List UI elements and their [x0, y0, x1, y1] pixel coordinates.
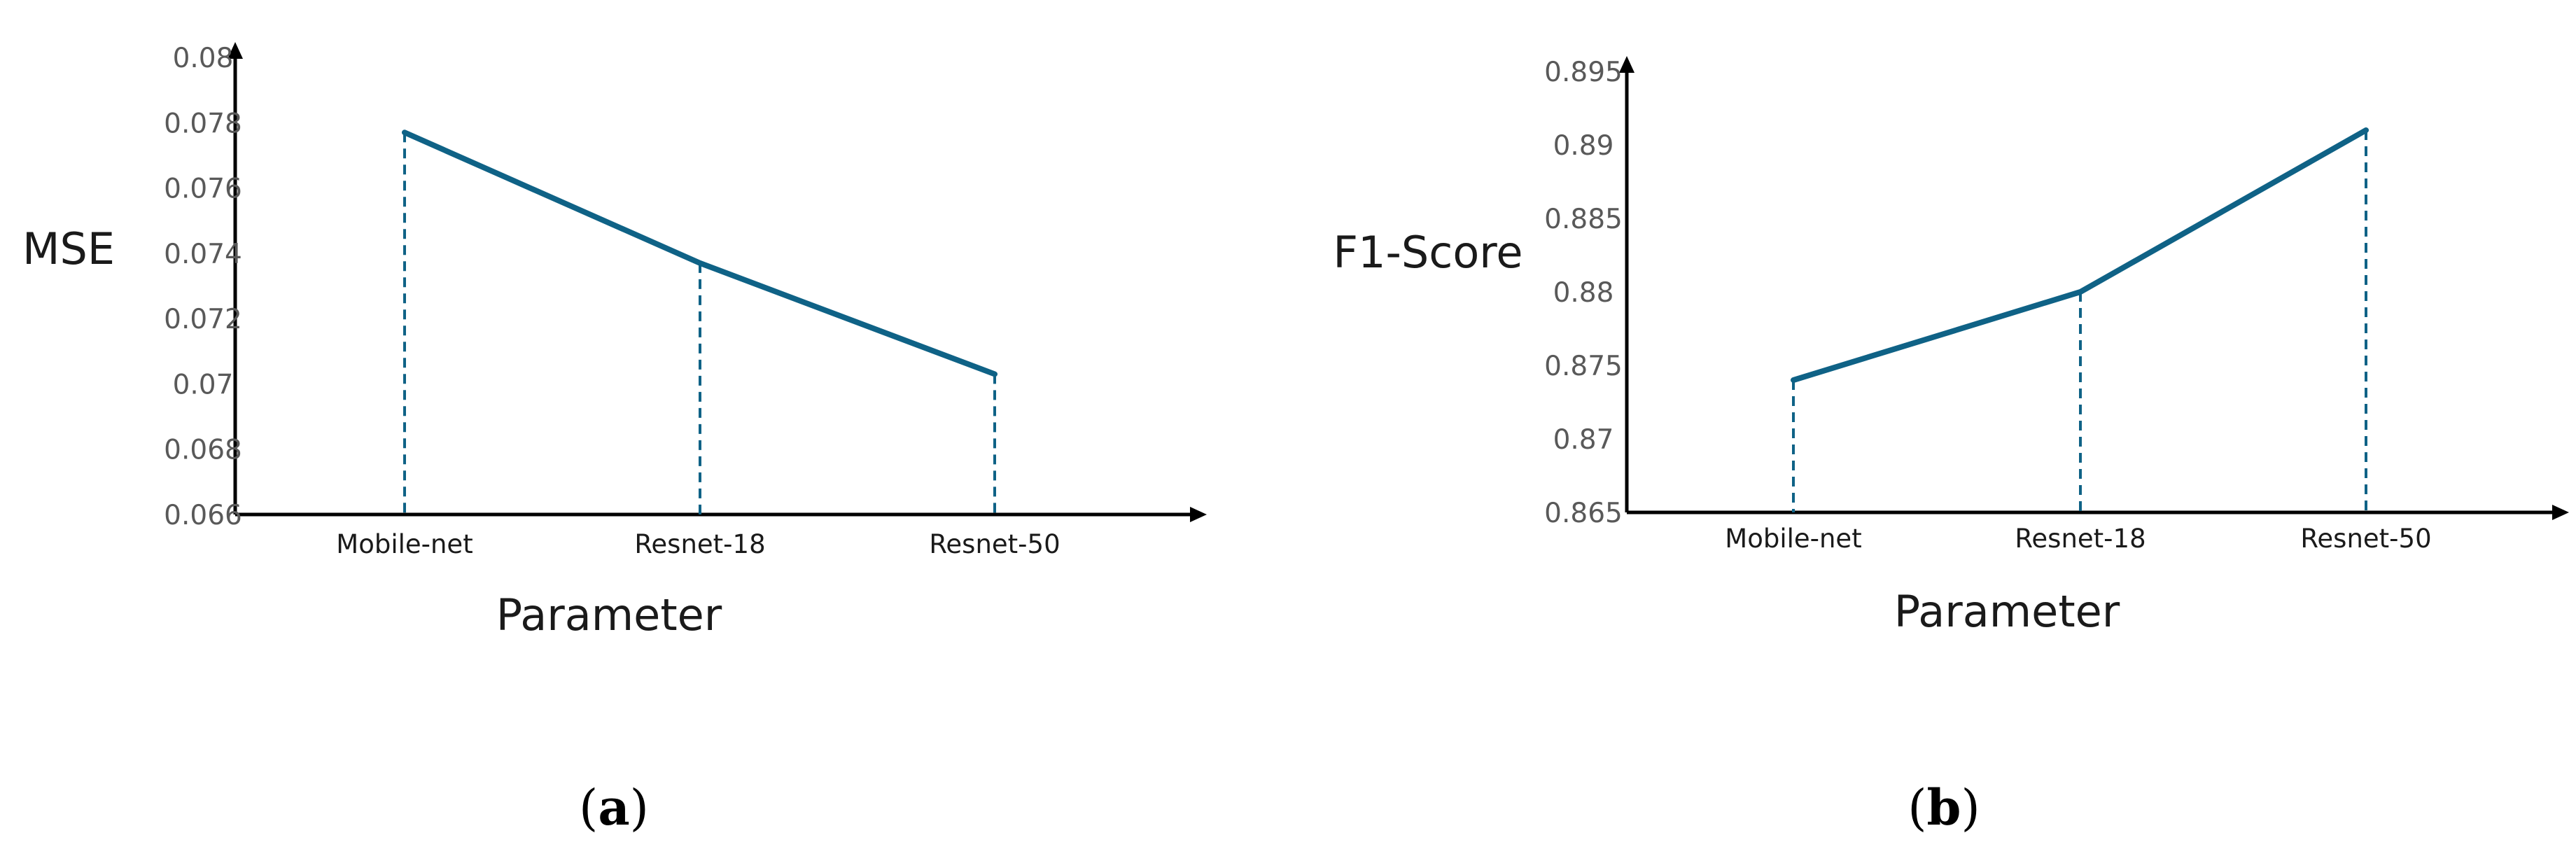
chart-b-marks: 0.865 0.87 0.875 0.88 0.885 0.89 0.895 Mobile-n… — [1544, 56, 2569, 554]
chart-a-series-line — [402, 130, 997, 377]
chart-a-y-axis-arrow — [227, 42, 243, 59]
chart-b-xtick-label: Resnet-50 — [2300, 524, 2431, 554]
chart-a-x-axis-arrow — [1190, 507, 1207, 522]
chart-a-marks: 0.066 0.068 0.07 0.072 0.074 0.076 0.078 0.08 Mo… — [164, 42, 1207, 559]
panel-label-b: (b) — [1907, 778, 1980, 836]
chart-b-ytick-label: 0.89 — [1553, 130, 1614, 162]
chart-a: 0.066 0.068 0.07 0.072 0.074 0.076 0.078 0.08 Mo… — [22, 42, 1207, 836]
chart-a-data-point — [402, 130, 407, 135]
chart-a-ytick-label: 0.072 — [164, 304, 242, 335]
chart-b-xtick-label: Mobile-net — [1725, 524, 1861, 554]
chart-a-xtick-label: Mobile-net — [336, 529, 472, 559]
chart-b-ytick-label: 0.885 — [1544, 204, 1623, 235]
chart-a-xtick-label: Resnet-18 — [634, 529, 765, 559]
chart-b-ytick-label: 0.895 — [1544, 57, 1623, 88]
chart-b-data-point — [2364, 128, 2368, 132]
chart-a-ytick-label: 0.074 — [164, 239, 242, 270]
chart-b-xtick-label: Resnet-18 — [2015, 524, 2146, 554]
chart-b-ytick-label: 0.875 — [1544, 351, 1623, 382]
chart-a-ytick-label: 0.068 — [164, 435, 242, 466]
chart-a-xlabel: Parameter — [496, 589, 722, 640]
chart-b-data-point — [2078, 290, 2082, 294]
chart-b-ytick-label: 0.87 — [1553, 424, 1614, 456]
chart-b-y-axis-arrow — [1619, 56, 1634, 73]
chart-a-xtick-label: Resnet-50 — [929, 529, 1060, 559]
chart-a-ytick-label: 0.078 — [164, 108, 242, 139]
chart-a-data-point — [698, 260, 702, 265]
chart-b-xlabel: Parameter — [1894, 586, 2120, 637]
chart-a-ytick-label: 0.08 — [173, 43, 234, 74]
chart-a-ytick-label: 0.066 — [164, 500, 242, 531]
chart-a-ytick-label: 0.076 — [164, 174, 242, 205]
chart-a-data-point — [993, 372, 997, 377]
chart-b-ytick-label: 0.865 — [1544, 498, 1623, 529]
chart-b-x-axis-arrow — [2552, 505, 2569, 520]
chart-b-data-point — [1791, 378, 1795, 382]
chart-a-ytick-label: 0.07 — [173, 369, 234, 400]
panel-label-a: (a) — [579, 778, 649, 836]
chart-b: 0.865 0.87 0.875 0.88 0.885 0.89 0.895 Mobile-n… — [1333, 56, 2569, 836]
chart-a-ylabel: MSE — [22, 223, 115, 274]
chart-b-ytick-label: 0.88 — [1553, 277, 1614, 309]
chart-b-ylabel: F1-Score — [1333, 227, 1522, 278]
